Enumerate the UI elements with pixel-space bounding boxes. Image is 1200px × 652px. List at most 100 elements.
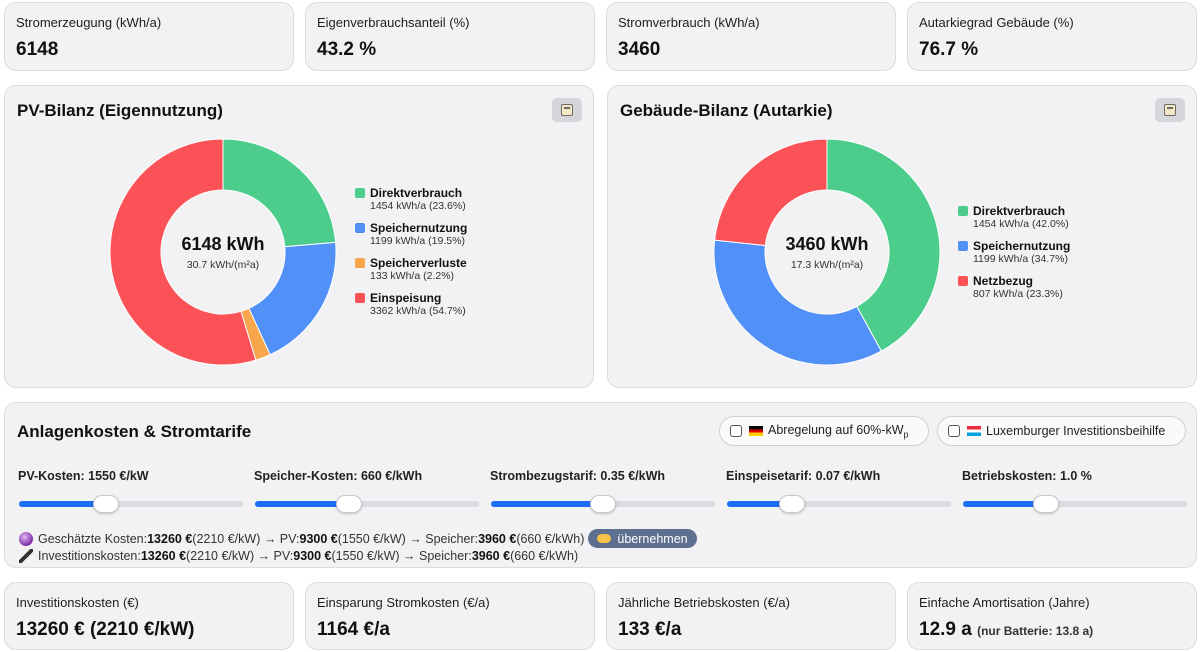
legend-item[interactable]: Netzbezug 807 kWh/a (23.3%): [958, 274, 1070, 301]
slider-label-betriebskosten: Betriebskosten: 1.0 %: [962, 469, 1092, 483]
pointing-hand-icon: [597, 534, 612, 543]
kpi-label: Einsparung Stromkosten (€/a): [317, 595, 490, 610]
legend-item[interactable]: Einspeisung 3362 kWh/a (54.7%): [355, 291, 467, 318]
kpi-subvalue: (nur Batterie: 13.8 a): [977, 624, 1094, 638]
uebernehmen-button[interactable]: übernehmen: [588, 529, 697, 548]
kpi-label: Stromverbrauch (kWh/a): [618, 15, 760, 30]
donut-center-value: 3460 kWh: [785, 234, 868, 254]
einspeisetarif-slider[interactable]: [727, 495, 951, 513]
legend-name: Speicherverluste: [370, 256, 467, 270]
donut-center-value: 6148 kWh: [181, 234, 264, 254]
strombezugstarif-slider[interactable]: [491, 495, 715, 513]
kpi-value: 76.7 %: [919, 39, 979, 60]
legend-value: 3362 kWh/a (54.7%): [370, 305, 466, 317]
kpi-card-stromerzeugung: Stromerzeugung (kWh/a) 6148: [4, 2, 294, 71]
kpi-value: 12.9 a (nur Batterie: 13.8 a): [919, 619, 1094, 640]
kpi-card-betriebskosten: Jährliche Betriebskosten (€/a) 133 €/a: [606, 582, 896, 650]
uebernehmen-label: übernehmen: [617, 531, 688, 546]
pv-slice-direktverbrauch[interactable]: [222, 138, 337, 248]
slider-fill: [19, 501, 107, 507]
legend-item[interactable]: Speicherverluste 133 kWh/a (2.2%): [355, 256, 467, 283]
lux-beihilfe-toggle[interactable]: Luxemburger Investitionsbeihilfe: [937, 416, 1186, 446]
pv-bilanz-panel: PV-Bilanz (Eigennutzung) 6148 kWh 30.7 k…: [4, 85, 594, 388]
gebaeude-bilanz-calc-button[interactable]: [1155, 98, 1185, 122]
donut-center-sub: 17.3 kWh/(m²a): [791, 259, 863, 271]
kpi-value: 133 €/a: [618, 619, 682, 640]
legend-item[interactable]: Speichernutzung 1199 kWh/a (34.7%): [958, 239, 1070, 266]
slider-track[interactable]: [727, 501, 951, 507]
legend-item[interactable]: Speichernutzung 1199 kWh/a (19.5%): [355, 221, 467, 248]
kpi-label: Investitionskosten (€): [16, 595, 139, 610]
slider-fill: [727, 501, 792, 507]
slider-thumb[interactable]: [93, 495, 120, 513]
legend-value: 1454 kWh/a (23.6%): [370, 200, 466, 212]
legend-name: Speichernutzung: [370, 221, 468, 235]
panel-title: Gebäude-Bilanz (Autarkie): [620, 101, 833, 120]
gebaeude-slice-direktverbrauch[interactable]: [826, 138, 941, 352]
panel-title: PV-Bilanz (Eigennutzung): [17, 101, 223, 120]
kpi-value: 1164 €/a: [317, 619, 390, 640]
kpi-label: Eigenverbrauchsanteil (%): [317, 15, 470, 30]
speicher-kosten-slider[interactable]: [255, 495, 479, 513]
pen-icon: [19, 549, 33, 563]
legend-item[interactable]: Direktverbrauch 1454 kWh/a (42.0%): [958, 204, 1070, 231]
luxembourg-flag-icon: [967, 426, 981, 436]
legend-swatch: [355, 188, 365, 198]
slider-label-pv-kosten: PV-Kosten: 1550 €/kW: [18, 469, 149, 483]
gebaeude-donut-chart: 3460 kWh 17.3 kWh/(m²a): [713, 138, 941, 366]
slider-thumb[interactable]: [1032, 495, 1059, 513]
kpi-card-amortisation: Einfache Amortisation (Jahre) 12.9 a (nu…: [907, 582, 1197, 650]
legend-item[interactable]: Direktverbrauch 1454 kWh/a (23.6%): [355, 186, 467, 213]
kpi-label: Autarkiegrad Gebäude (%): [919, 15, 1074, 30]
slider-track[interactable]: [255, 501, 479, 507]
pv-bilanz-calc-button[interactable]: [552, 98, 582, 122]
calculator-icon: [1164, 104, 1176, 116]
abregelung-toggle[interactable]: Abregelung auf 60%-kWp: [719, 416, 929, 446]
kpi-card-eigenverbrauchsanteil: Eigenverbrauchsanteil (%) 43.2 %: [305, 2, 595, 71]
legend-value: 807 kWh/a (23.3%): [973, 288, 1063, 300]
kpi-card-autarkiegrad: Autarkiegrad Gebäude (%) 76.7 %: [907, 2, 1197, 71]
legend-value: 133 kWh/a (2.2%): [370, 270, 455, 282]
lux-beihilfe-checkbox[interactable]: [948, 425, 960, 437]
germany-flag-icon: [749, 426, 763, 436]
crystal-ball-icon: [19, 531, 33, 546]
gebaeude-slice-speichernutzung[interactable]: [713, 239, 882, 366]
betriebskosten-slider[interactable]: [963, 495, 1187, 513]
legend-swatch: [355, 223, 365, 233]
slider-thumb[interactable]: [590, 495, 616, 513]
estimate-line: Geschätzte Kosten: 13260 € (2210 €/kW) →…: [19, 529, 697, 548]
slider-track[interactable]: [963, 501, 1187, 507]
gebaeude-slice-netzbezug[interactable]: [714, 138, 828, 247]
kpi-label: Stromerzeugung (kWh/a): [16, 15, 162, 30]
slider-fill: [491, 501, 603, 507]
kpi-card-investitionskosten: Investitionskosten (€) 13260 € (2210 €/k…: [4, 582, 294, 650]
pv-kosten-slider[interactable]: [19, 495, 243, 513]
legend-name: Direktverbrauch: [973, 204, 1066, 218]
pv-donut-chart: 6148 kWh 30.7 kWh/(m²a): [109, 138, 337, 366]
legend-swatch: [958, 276, 968, 286]
kpi-card-stromverbrauch: Stromverbrauch (kWh/a) 3460: [606, 2, 896, 71]
slider-track[interactable]: [19, 501, 243, 507]
pv-slice-einspeisung[interactable]: [109, 138, 257, 366]
calculator-icon: [561, 104, 573, 116]
kpi-value: 6148: [16, 39, 59, 60]
legend-name: Speichernutzung: [973, 239, 1071, 253]
gebaeude-bilanz-panel: Gebäude-Bilanz (Autarkie) 3460 kWh 17.3 …: [607, 85, 1197, 388]
slider-thumb[interactable]: [778, 495, 805, 513]
legend-value: 1199 kWh/a (34.7%): [973, 253, 1068, 265]
legend-swatch: [355, 293, 365, 303]
legend-swatch: [355, 258, 365, 268]
slider-label-einspeisetarif: Einspeisetarif: 0.07 €/kWh: [726, 469, 881, 483]
kpi-value: 43.2 %: [317, 39, 377, 60]
abregelung-checkbox[interactable]: [730, 425, 742, 437]
slider-fill: [255, 501, 350, 507]
slider-fill: [963, 501, 1046, 507]
slider-thumb[interactable]: [336, 495, 363, 513]
legend-name: Netzbezug: [973, 274, 1033, 288]
investment-line: Investitionskosten: 13260 € (2210 €/kW) …: [19, 549, 578, 563]
kpi-value: 3460: [618, 39, 661, 60]
gebaeude-legend: Direktverbrauch 1454 kWh/a (42.0%) Speiche…: [958, 204, 1070, 309]
legend-swatch: [958, 241, 968, 251]
legend-name: Direktverbrauch: [370, 186, 463, 200]
kpi-card-einsparung: Einsparung Stromkosten (€/a) 1164 €/a: [305, 582, 595, 650]
